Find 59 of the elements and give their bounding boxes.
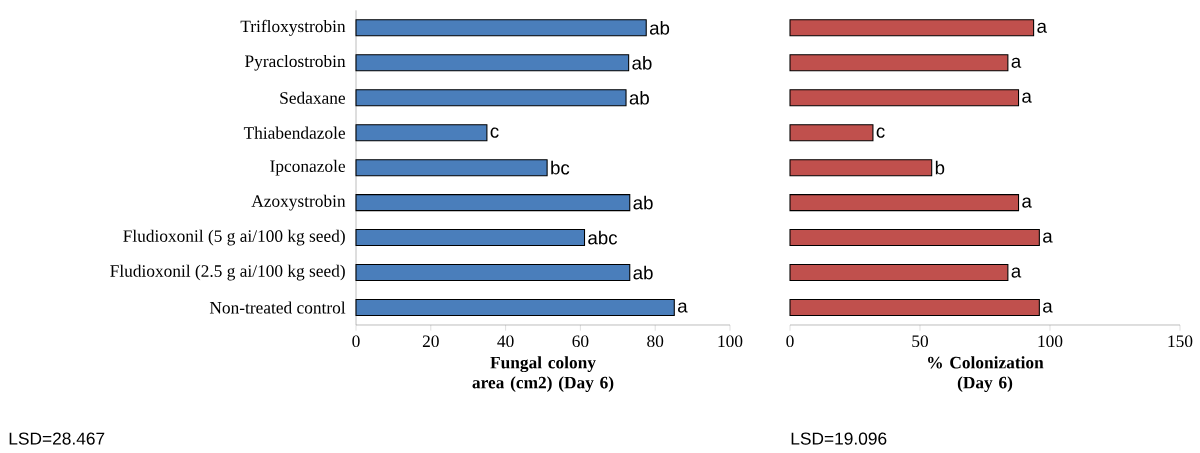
bar (789, 229, 1040, 247)
y-tick-label: Fludioxonil (5 g ai/100 kg seed) (123, 229, 345, 246)
x-tick-label: 20 (422, 335, 439, 348)
y-tick-label: Sedaxane (280, 91, 346, 104)
data-label: bc (551, 160, 570, 175)
y-tick-label: Pyraclostrobin (245, 54, 346, 71)
y-tick-label: Thiabendazole (243, 126, 346, 139)
x-tick-label: 100 (718, 335, 743, 348)
data-label: ab (629, 90, 649, 105)
data-label: a (1011, 57, 1022, 68)
bar (355, 89, 627, 107)
y-tick-label: Fludioxonil (2.5 g ai/100 kg seed) (110, 264, 345, 281)
bar (355, 194, 631, 212)
data-label: ab (649, 20, 670, 35)
x-axis-title: % Colonization (Day 6) (928, 356, 1044, 393)
data-label: c (490, 127, 499, 138)
text: LSD=28.467 (9, 432, 105, 445)
bar (789, 194, 1020, 212)
x-tick-label: 150 (1168, 335, 1193, 348)
data-label: a (1011, 267, 1022, 278)
bar (789, 54, 1009, 72)
y-tick-label: Non-treated control (209, 301, 346, 314)
data-label: abc (588, 230, 618, 245)
bar (355, 54, 630, 72)
x-axis-title: Fungal colony area (cm2) (Day 6) (472, 356, 614, 393)
data-label: a (1043, 232, 1053, 243)
x-tick-label: 0 (352, 335, 360, 348)
bar (789, 298, 1040, 317)
data-label: a (1022, 197, 1032, 208)
x-tick-label: 50 (912, 335, 929, 348)
data-label: b (935, 160, 945, 175)
bar (355, 229, 586, 247)
bar (789, 19, 1035, 37)
data-label: c (876, 127, 885, 138)
data-label: ab (633, 265, 653, 280)
bar (355, 264, 631, 282)
bar (789, 89, 1020, 107)
data-label: a (1037, 22, 1047, 33)
x-tick-label: 60 (572, 335, 589, 348)
x-tick-label: 80 (647, 335, 664, 348)
bar (355, 19, 647, 37)
text: LSD=19.096 (791, 432, 887, 445)
data-label: a (1043, 302, 1053, 313)
bar (355, 159, 548, 177)
x-tick-label: 0 (786, 335, 794, 348)
bar (789, 159, 933, 177)
x-tick-label: 100 (1038, 335, 1063, 348)
data-label: ab (632, 55, 652, 70)
y-tick-label: Trifloxystrobin (240, 19, 346, 36)
bar (355, 124, 488, 142)
data-label: a (678, 302, 688, 313)
x-tick-label: 40 (497, 335, 514, 348)
bar (789, 264, 1009, 282)
data-label: a (1022, 92, 1032, 103)
y-tick-label: Ipconazole (270, 159, 346, 176)
data-label: ab (633, 195, 653, 210)
y-tick-label: Azoxystrobin (251, 194, 346, 211)
bar (789, 124, 874, 142)
bar (355, 298, 675, 317)
